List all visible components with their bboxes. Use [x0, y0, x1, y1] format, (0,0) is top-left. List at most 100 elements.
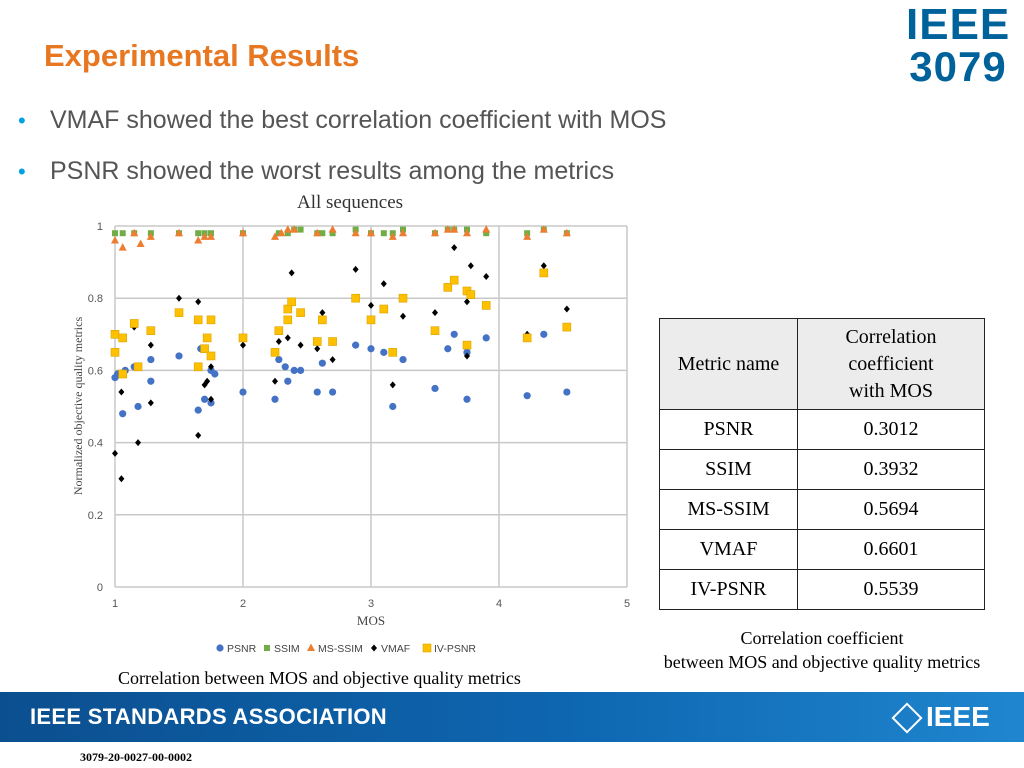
metric-cell: SSIM — [659, 449, 798, 490]
ssim-point — [329, 230, 336, 237]
table-row: VMAF 0.6601 — [659, 529, 985, 570]
logo-line-2: 3079 — [909, 43, 1007, 90]
psnr-point — [523, 392, 531, 400]
ms-ssim-point — [562, 228, 571, 237]
psnr-point — [540, 330, 548, 338]
vmaf-point — [208, 363, 214, 371]
psnr-point — [389, 402, 397, 411]
vmaf-point — [240, 341, 246, 349]
ssim-point — [195, 230, 202, 237]
iv-psnr-point — [296, 308, 305, 317]
iv-psnr-point — [522, 333, 532, 343]
iv-psnr-point — [328, 337, 337, 346]
table-row: MS-SSIM 0.5694 — [659, 489, 985, 530]
chart-marks — [110, 225, 572, 483]
vmaf-point — [204, 377, 211, 385]
vmaf-legend-label: VMAF — [381, 643, 410, 655]
ms-ssim-point — [239, 228, 247, 237]
iv-psnr-point — [283, 315, 293, 325]
value-cell: 0.5539 — [797, 569, 985, 610]
ssim-point — [319, 230, 326, 237]
psnr-point — [211, 370, 219, 378]
iv-psnr-point — [270, 348, 280, 357]
psnr-point — [239, 388, 247, 396]
ms-ssim-point — [367, 228, 375, 237]
ssim-point — [284, 230, 291, 237]
table-row: PSNR 0.3012 — [659, 409, 985, 450]
psnr-point — [147, 377, 155, 385]
table-row: IV-PSNR 0.5539 — [659, 569, 985, 610]
ieee-logo: IEEE — [891, 700, 990, 734]
vmaf-point — [176, 294, 182, 302]
psnr-point — [352, 341, 360, 349]
ms-ssim-point — [463, 228, 471, 237]
x-tick-label: 1 — [112, 598, 118, 610]
x-axis-label: MOS — [357, 613, 385, 628]
table-caption-line: between MOS and objective quality metric… — [663, 652, 981, 672]
iv-psnr-point — [462, 340, 472, 350]
iv-psnr-point — [193, 315, 203, 325]
vmaf-point — [147, 399, 154, 407]
value-cell: 0.3932 — [797, 449, 985, 490]
table-caption-line: Correlation coefficient — [740, 628, 904, 648]
ms-ssim-point — [399, 228, 407, 237]
psnr-point — [367, 345, 375, 353]
iv-psnr-point — [129, 319, 139, 328]
scatter-chart: All sequences 1 2 3 4 5 0 0.2 0.4 0.6 0.8 1 MOS No… — [71, 192, 630, 655]
iv-psnr-point — [366, 315, 376, 325]
ms-ssim-point — [328, 225, 337, 233]
ms-ssim-point — [207, 232, 215, 240]
ms-ssim-point — [136, 239, 145, 248]
vmaf-point — [540, 262, 547, 270]
metric-cell: PSNR — [659, 409, 798, 450]
ieee-diamond-icon — [891, 702, 923, 734]
ssim-point — [112, 230, 118, 237]
psnr-point — [431, 384, 439, 393]
iv-psnr-point — [318, 315, 327, 325]
ssim-point — [119, 230, 126, 237]
vmaf-point — [368, 301, 374, 309]
chart-title: All sequences — [297, 192, 403, 213]
iv-psnr-point — [430, 326, 440, 335]
ms-ssim-point — [146, 232, 155, 240]
psnr-point — [380, 348, 388, 356]
ms-ssim-point — [431, 228, 439, 237]
psnr-point — [297, 366, 305, 374]
table-caption: Correlation coefficient between MOS and … — [646, 626, 998, 674]
iv-psnr-point — [351, 293, 360, 303]
ms-ssim-point — [283, 225, 292, 233]
metric-cell: MS-SSIM — [659, 489, 798, 530]
psnr-point — [318, 359, 326, 367]
x-tick-label: 5 — [624, 598, 630, 610]
iv-psnr-point — [539, 268, 549, 278]
vmaf-point — [464, 352, 470, 360]
iv-psnr-point — [283, 304, 293, 314]
iv-psnr-point — [174, 308, 184, 317]
vmaf-point — [195, 298, 202, 306]
slide-title: Experimental Results — [44, 38, 360, 73]
iv-psnr-point — [118, 333, 127, 343]
chart-legend: PSNR SSIM MS-SSIM VMAF IV-PSNR — [216, 643, 476, 655]
iv-psnr-point — [466, 290, 476, 299]
y-tick-label: 0.6 — [88, 365, 103, 377]
iv-psnr-point — [274, 326, 284, 335]
psnr-point — [284, 377, 292, 385]
ms-ssim-point — [388, 232, 397, 240]
bullet-item: • VMAF showed the best correlation coeffi… — [18, 100, 666, 151]
psnr-point — [175, 352, 183, 360]
vmaf-point — [432, 309, 438, 317]
iv-psnr-point — [110, 330, 120, 339]
correlation-table: Metric name Correlation coefficient with… — [659, 318, 985, 610]
iv-psnr-point — [312, 337, 322, 346]
value-cell: 0.3012 — [797, 409, 985, 450]
psnr-point — [201, 395, 209, 403]
logo-line-1: IEEE — [906, 0, 1011, 49]
iv-psnr-point — [481, 301, 491, 310]
iv-psnr-point — [193, 362, 203, 372]
vmaf-point — [329, 356, 336, 364]
iv-psnr-legend-marker — [422, 643, 432, 653]
ssim-point — [380, 230, 387, 237]
vmaf-point — [118, 388, 125, 396]
psnr-point — [119, 410, 127, 418]
psnr-point — [147, 355, 155, 364]
